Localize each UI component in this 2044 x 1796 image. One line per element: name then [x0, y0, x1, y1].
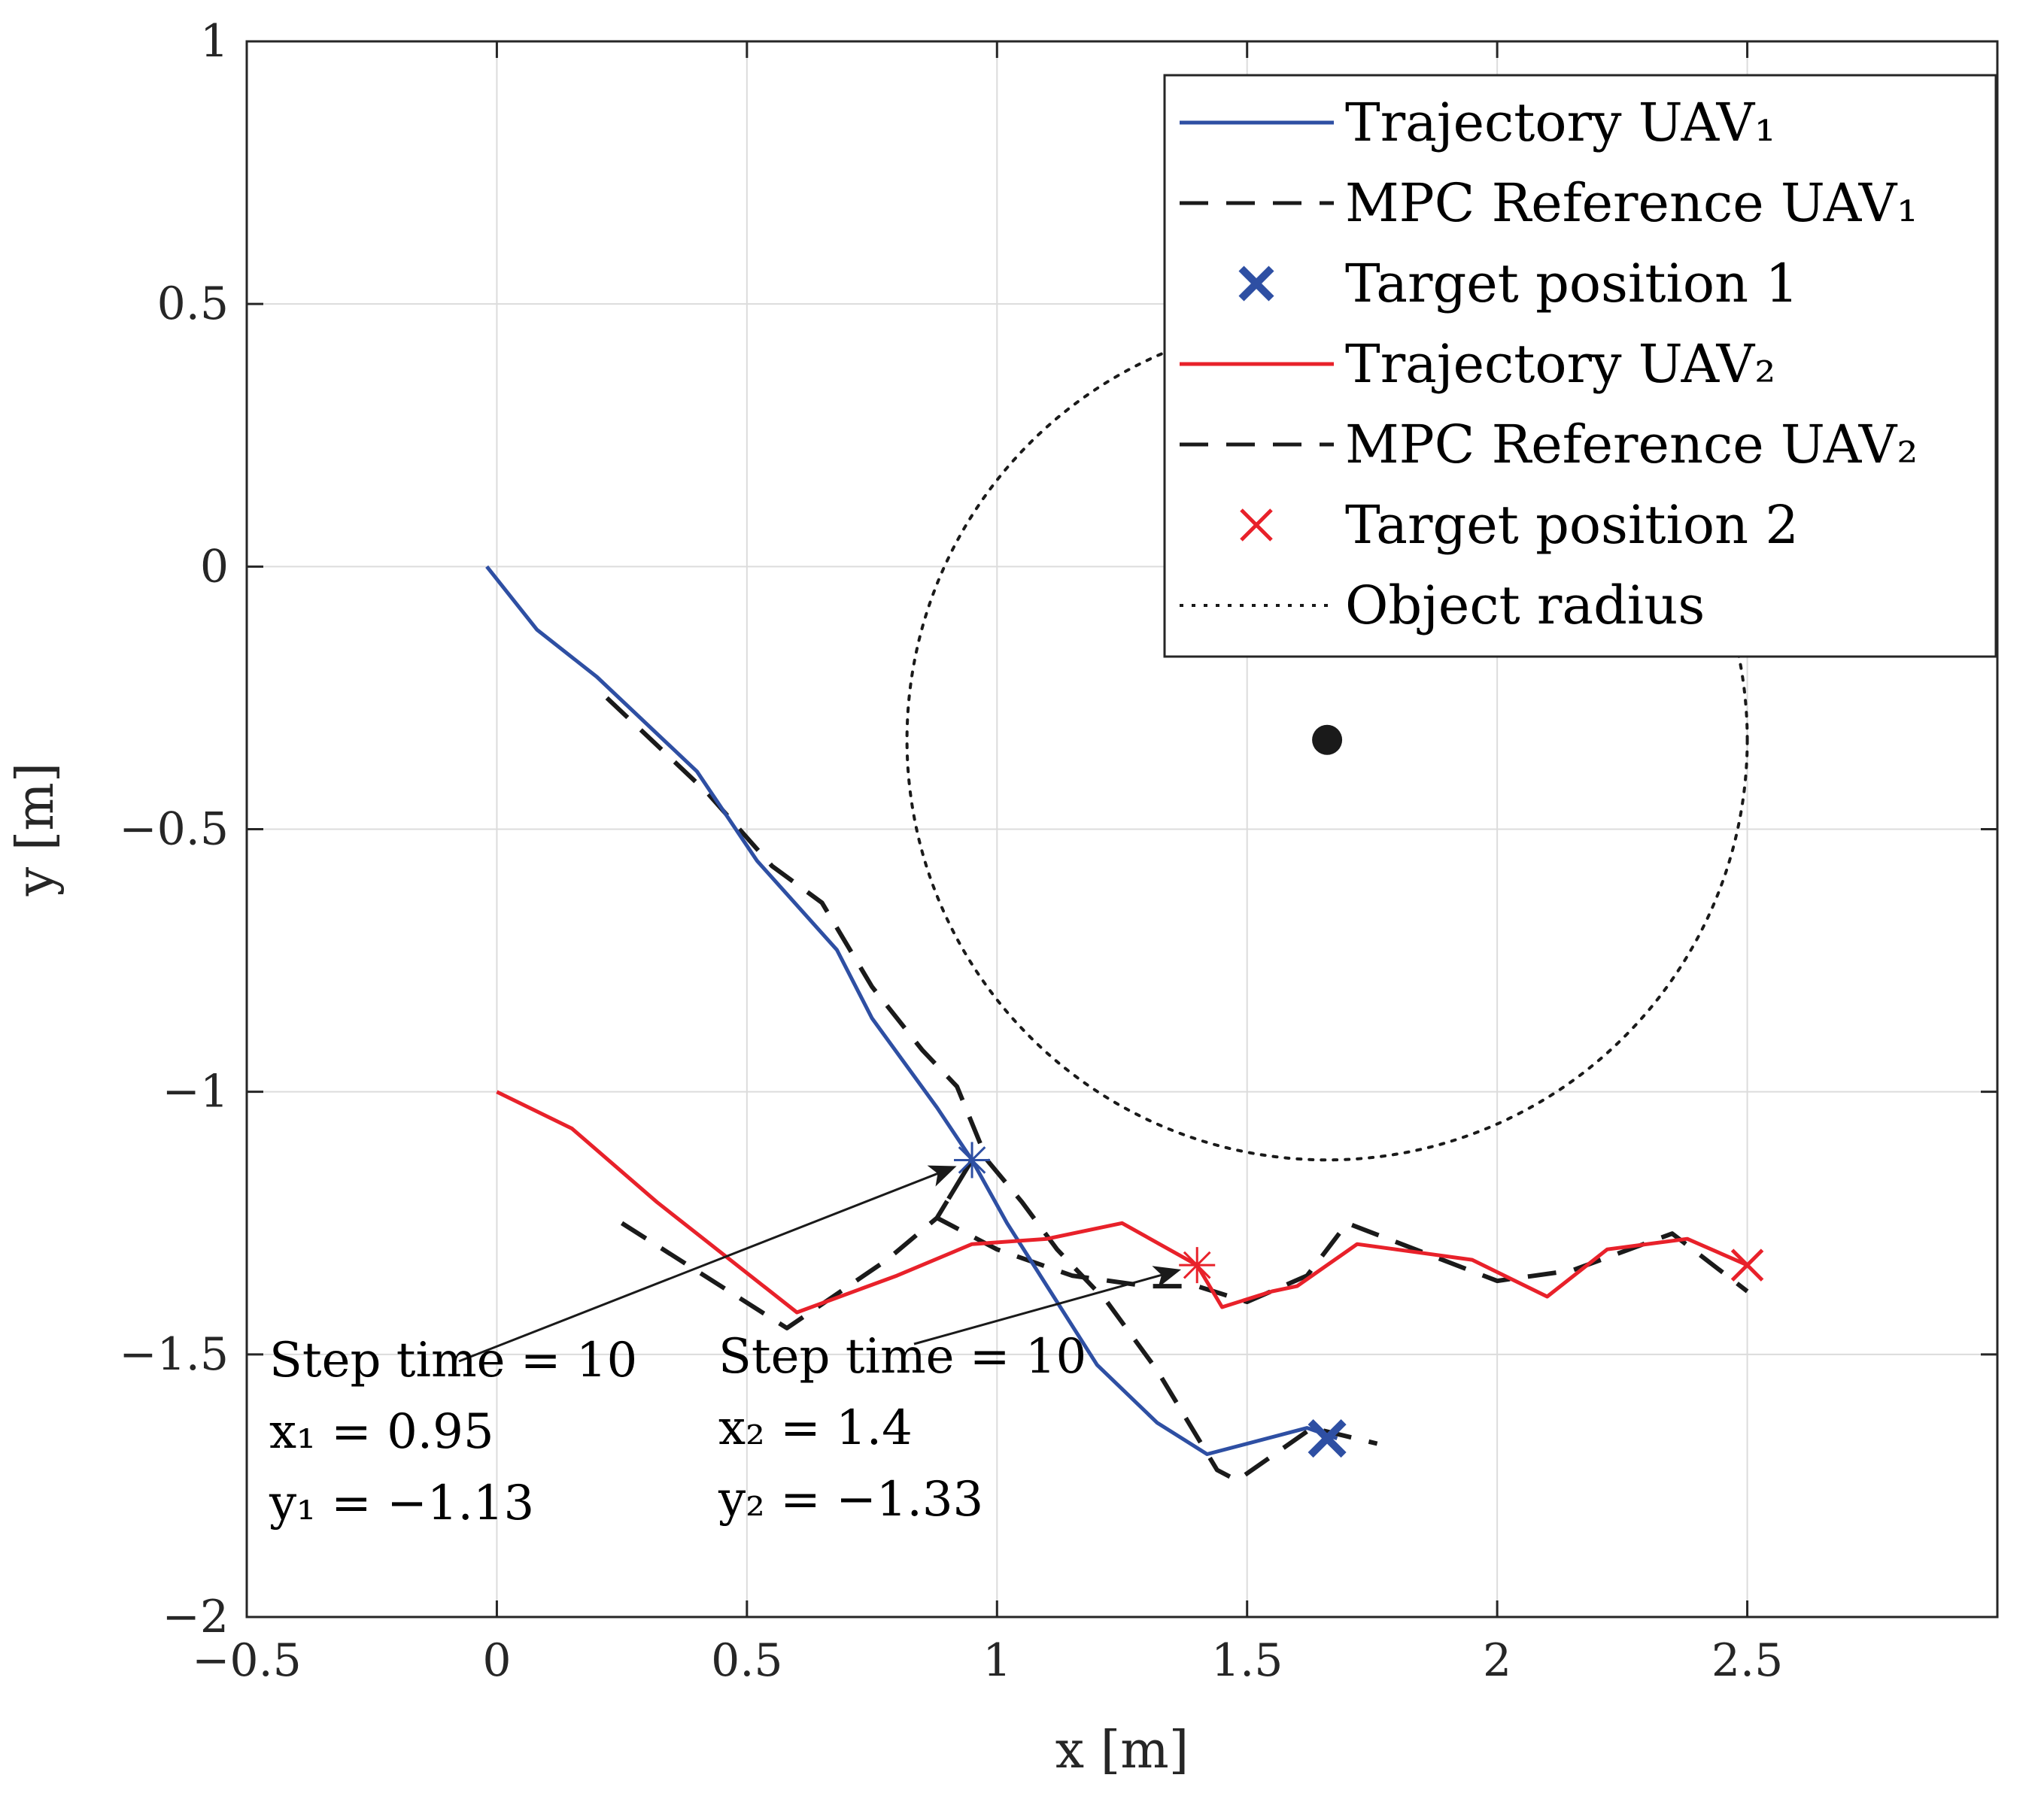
x-tick-label: 0: [482, 1634, 511, 1687]
x-axis-label: x [m]: [1055, 1721, 1189, 1780]
legend-item-6: Target position 2: [1240, 494, 1799, 556]
legend-label-5: MPC Reference UAV₂: [1345, 414, 1918, 475]
y-axis-label: y [m]: [6, 763, 65, 897]
y-tick-label: 0: [200, 540, 229, 593]
y-tick-label: −1.5: [119, 1328, 229, 1381]
series-line-1: [485, 565, 1338, 1456]
series-line-2: [605, 696, 1378, 1483]
legend: Trajectory UAV₁ MPC Reference UAV₁ Target …: [1163, 74, 1997, 658]
x-tick-label: 1: [983, 1634, 1011, 1687]
annotation-arrow-1: [458, 1165, 957, 1363]
x-tick-label: 1.5: [1211, 1634, 1283, 1687]
y-tick-label: −2: [162, 1591, 229, 1643]
annotation-arrow-2: [913, 1266, 1182, 1345]
legend-label-3: Target position 1: [1345, 253, 1799, 314]
annotation-text-1-line-2: x₁ = 0.95: [269, 1404, 494, 1460]
legend-label-6: Target position 2: [1345, 494, 1799, 556]
series-layer: [485, 318, 1764, 1483]
x-tick-label: −0.5: [192, 1634, 302, 1687]
annotations: Step time = 10 x₁ = 0.95 y₁ = −1.13 Step ti…: [269, 1142, 1216, 1531]
legend-item-1: Trajectory UAV₁: [1180, 92, 1775, 153]
object-radius-circle: [905, 318, 1749, 1162]
legend-item-5: MPC Reference UAV₂: [1180, 414, 1918, 475]
ticks: −0.5 0 0.5 1 1.5 2 2.5 −2 −1.5 −1 −0.5 0 0.5 1: [119, 15, 1997, 1687]
legend-item-3: Target position 1: [1238, 253, 1799, 314]
legend-label-4: Trajectory UAV₂: [1345, 333, 1775, 395]
annotation-text-2-line-2: x₂ = 1.4: [718, 1400, 913, 1456]
x-tick-label: 0.5: [711, 1634, 782, 1687]
legend-marker-3: [1238, 265, 1274, 302]
annotation-text-2-line-3: y₂ = −1.33: [718, 1472, 983, 1528]
y-tick-label: 1: [200, 15, 229, 68]
legend-item-2: MPC Reference UAV₁: [1180, 172, 1918, 234]
legend-item-7: Object radius: [1180, 575, 1705, 636]
annotation-text-2-line-1: Step time = 10: [718, 1329, 1086, 1385]
legend-label-7: Object radius: [1345, 575, 1705, 636]
y-tick-label: −1: [162, 1066, 229, 1118]
legend-item-4: Trajectory UAV₂: [1180, 333, 1775, 395]
y-tick-label: −0.5: [119, 803, 229, 856]
legend-label-2: MPC Reference UAV₁: [1345, 172, 1918, 234]
legend-marker-6: [1240, 508, 1273, 542]
annotation-text-1-line-3: y₁ = −1.13: [269, 1476, 534, 1531]
target-marker-6: [1730, 1248, 1764, 1282]
y-tick-label: 0.5: [157, 278, 229, 330]
annotation-text-1-line-1: Step time = 10: [269, 1333, 637, 1388]
object-center-dot: [1312, 724, 1343, 755]
legend-label-1: Trajectory UAV₁: [1345, 92, 1775, 153]
x-tick-label: 2.5: [1711, 1634, 1783, 1687]
series-line-4: [496, 1090, 1748, 1315]
target-marker-3: [1307, 1419, 1347, 1458]
x-tick-label: 2: [1483, 1634, 1511, 1687]
annotation-point-1: [954, 1142, 991, 1179]
annotation-point-2: [1179, 1247, 1216, 1284]
